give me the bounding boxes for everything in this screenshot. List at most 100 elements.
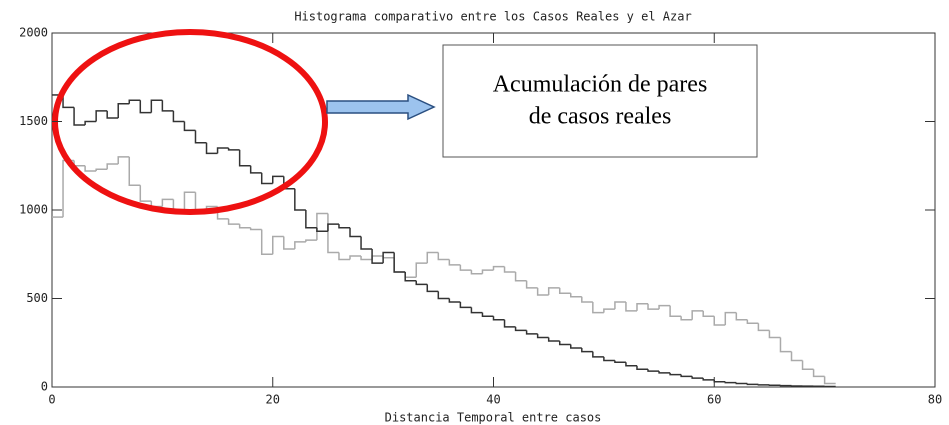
histogram-step (382, 251, 395, 264)
histogram-step (581, 348, 593, 353)
histogram-step (702, 310, 715, 317)
histogram-step (73, 107, 86, 126)
histogram-step (713, 316, 726, 326)
histogram-step (150, 99, 163, 113)
x-tick-label: 0 (48, 393, 55, 407)
annotation-box (442, 44, 758, 158)
histogram-step (558, 287, 571, 294)
histogram-step (393, 252, 406, 273)
histogram-step (713, 379, 726, 383)
histogram-step (272, 175, 284, 184)
histogram-step (349, 227, 362, 238)
histogram-step (62, 94, 75, 109)
histogram-step (95, 168, 108, 172)
histogram-step (360, 256, 373, 261)
histogram-step (570, 344, 582, 349)
histogram-step (603, 308, 615, 313)
histogram-step (305, 210, 317, 229)
histogram-step (117, 156, 130, 164)
histogram-step (779, 337, 792, 353)
histogram-step (481, 312, 494, 317)
histogram-step (316, 212, 328, 241)
arrow (326, 93, 436, 121)
histogram-step (437, 252, 450, 261)
histogram-step (724, 381, 737, 384)
histogram-step (647, 303, 660, 310)
histogram-step (73, 160, 86, 167)
histogram-step (680, 374, 693, 378)
annotation-text: Acumulación de pares (493, 72, 708, 98)
histogram-step (592, 351, 604, 358)
histogram-step (525, 280, 538, 289)
histogram-step (106, 110, 119, 119)
histogram-step (260, 229, 273, 255)
histogram-step (669, 372, 682, 376)
histogram-step (371, 248, 384, 264)
histogram-step (183, 191, 196, 210)
histogram-step (338, 252, 351, 261)
histogram-step (139, 100, 152, 114)
histogram-step (459, 264, 472, 271)
y-tick-label: 500 (26, 291, 48, 305)
histogram-step (691, 376, 704, 379)
histogram-step (757, 384, 770, 386)
histogram-step (194, 192, 207, 211)
histogram-step (216, 147, 229, 154)
histogram-step (625, 302, 637, 312)
histogram-step (658, 304, 671, 310)
histogram-step (746, 383, 759, 386)
histogram-step (249, 165, 262, 174)
y-tick-label: 1000 (19, 203, 48, 217)
marks (52, 94, 836, 388)
histogram-step (724, 311, 737, 326)
histogram-step (525, 330, 538, 335)
histogram-step (757, 323, 770, 332)
histogram-step (503, 266, 516, 273)
histogram-step (614, 301, 626, 310)
histogram-step (117, 103, 130, 118)
histogram-step (283, 236, 295, 250)
histogram-step (702, 378, 715, 381)
histogram-step (128, 156, 141, 186)
histogram-step (227, 218, 240, 225)
histogram-step (669, 305, 682, 317)
histogram-step (238, 149, 251, 167)
histogram-step (547, 287, 560, 295)
histogram-step (581, 296, 593, 303)
histogram-step (95, 110, 108, 122)
histogram-step (448, 259, 461, 266)
histogram-step (172, 199, 185, 211)
histogram-step (294, 188, 306, 211)
histogram-step (592, 302, 604, 314)
histogram-step (536, 333, 549, 339)
histogram-step (349, 255, 362, 260)
histogram-step (647, 369, 660, 372)
histogram-step (360, 236, 373, 250)
histogram-step (547, 337, 560, 342)
histogram-step (636, 365, 649, 371)
histogram-step (658, 371, 671, 374)
histogram-step (459, 302, 472, 309)
histogram-step (338, 224, 351, 229)
x-tick-label: 40 (486, 393, 500, 407)
x-axis-label: Distancia Temporal entre casos (385, 411, 602, 425)
histogram-step (371, 255, 384, 260)
histogram-step (84, 165, 97, 172)
histogram-step (205, 142, 218, 155)
histogram-step (227, 148, 240, 151)
histogram-step (735, 312, 748, 321)
histogram-step (614, 360, 626, 363)
histogram-step (680, 316, 693, 321)
histogram-step (382, 256, 395, 259)
x-tick-label: 80 (928, 393, 942, 407)
histogram-step (603, 356, 615, 362)
histogram-step (404, 271, 417, 282)
histogram-step (746, 319, 759, 325)
chart-title: Histograma comparativo entre los Casos R… (294, 10, 691, 24)
histogram-step (139, 185, 152, 202)
histogram-step (448, 298, 461, 303)
x-tick-label: 60 (707, 393, 721, 407)
histogram-step (426, 284, 439, 293)
histogram-step (470, 270, 483, 275)
